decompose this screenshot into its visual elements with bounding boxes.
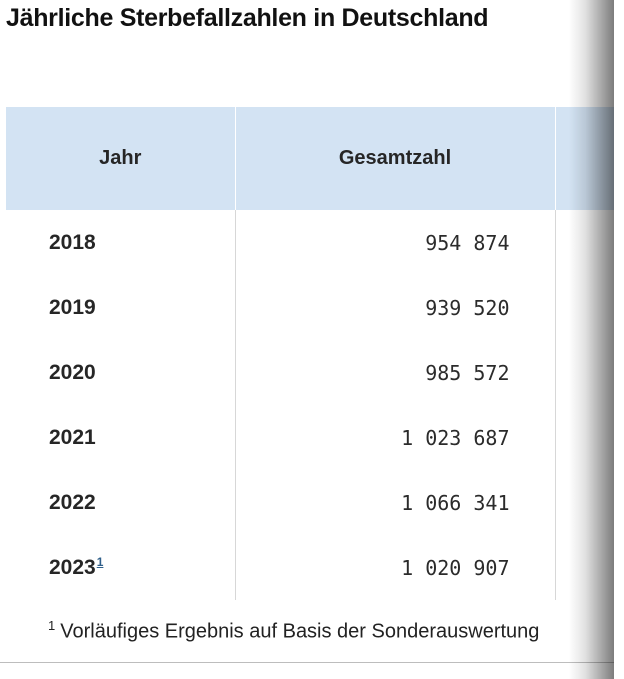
table-row: 2018 954 874 — [6, 210, 616, 275]
footnote-text: Vorläufiges Ergebnis auf Basis der Sonde… — [60, 620, 540, 643]
table-row: 2020 985 572 — [6, 340, 616, 405]
footnote: 1 Vorläufiges Ergebnis auf Basis der Sond… — [48, 618, 539, 644]
total-cell: 985 572 — [235, 340, 556, 405]
hidden-cell — [555, 275, 616, 340]
page-title: Jährliche Sterbefallzahlen in Deutschlan… — [6, 4, 489, 32]
hidden-cell — [555, 210, 616, 275]
year-value: 2020 — [49, 360, 96, 384]
data-table-container[interactable]: Jahr Gesamtzahl 2018 954 874 2019 939 52… — [6, 107, 616, 602]
year-cell: 2020 — [6, 340, 236, 405]
table-row: 2022 1 066 341 — [6, 470, 616, 535]
divider — [0, 662, 614, 663]
hidden-cell — [555, 405, 616, 470]
table-row: 20231 1 020 907 — [6, 535, 616, 600]
year-value: 2021 — [49, 425, 96, 449]
column-header-year[interactable]: Jahr — [6, 107, 236, 210]
total-cell: 939 520 — [235, 275, 556, 340]
year-value: 2022 — [49, 490, 96, 514]
total-cell: 1 020 907 — [235, 535, 556, 600]
year-cell: 2021 — [6, 405, 236, 470]
table-header-row: Jahr Gesamtzahl — [6, 107, 616, 210]
year-cell: 20231 — [6, 535, 236, 600]
year-value: 2019 — [49, 295, 96, 319]
table-row: 2021 1 023 687 — [6, 405, 616, 470]
year-cell: 2019 — [6, 275, 236, 340]
footnote-marker: 1 — [48, 618, 56, 633]
year-value: 2018 — [49, 230, 96, 254]
page-edge — [614, 0, 624, 679]
total-cell: 954 874 — [235, 210, 556, 275]
table-row: 2019 939 520 — [6, 275, 616, 340]
column-header-total[interactable]: Gesamtzahl — [235, 107, 556, 210]
hidden-cell — [555, 340, 616, 405]
year-cell: 2022 — [6, 470, 236, 535]
death-statistics-table: Jahr Gesamtzahl 2018 954 874 2019 939 52… — [6, 107, 616, 600]
year-value: 2023 — [49, 556, 96, 579]
column-header-hidden — [555, 107, 616, 210]
total-cell: 1 066 341 — [235, 470, 556, 535]
year-cell: 2018 — [6, 210, 236, 275]
hidden-cell — [555, 535, 616, 600]
footnote-link[interactable]: 1 — [96, 555, 104, 569]
hidden-cell — [555, 470, 616, 535]
total-cell: 1 023 687 — [235, 405, 556, 470]
